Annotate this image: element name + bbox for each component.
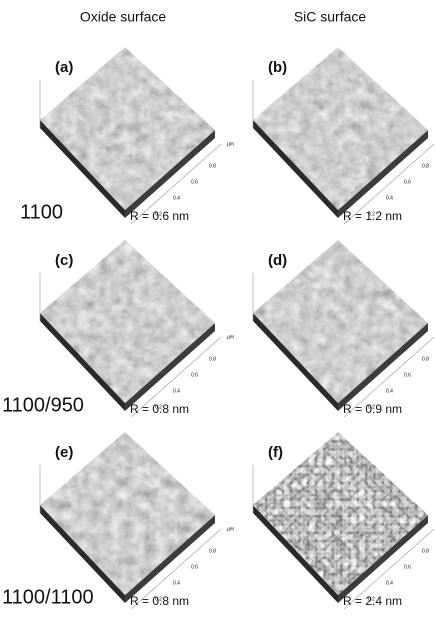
page: Oxide surface SiC surface 0.20.40.60.8µm…: [0, 0, 435, 631]
axis-tick-label: 0.8: [422, 356, 429, 362]
panel-label: (d): [268, 252, 287, 269]
panel-label: (f): [268, 444, 283, 461]
roughness: R = 0.6 nm: [130, 209, 189, 223]
axis-tick-label: 0.6: [404, 179, 411, 185]
axis-tick-label: 0.6: [191, 372, 198, 378]
axis-tick-label: 0.6: [404, 372, 411, 378]
roughness: R = 0.8 nm: [130, 594, 189, 608]
axis-tick-label: 0.6: [404, 564, 411, 570]
axis-tick-label: 0.4: [173, 195, 180, 201]
axis-tick-label: 0.4: [386, 388, 393, 394]
axis-tick-label: 0.4: [173, 580, 180, 586]
axis-unit: µm: [227, 141, 234, 147]
axis-tick-label: 0.8: [209, 548, 216, 554]
panel-label: (c): [55, 252, 73, 269]
axis-tick-label: 0.8: [209, 356, 216, 362]
panel-label: (a): [55, 59, 73, 76]
axis-tick-label: 0.8: [422, 163, 429, 169]
panel-label: (e): [55, 444, 73, 461]
axis-unit: µm: [227, 334, 234, 340]
roughness: R = 0.9 nm: [343, 402, 402, 416]
column-header: SiC surface: [294, 9, 367, 25]
axis-tick-label: 0.4: [386, 195, 393, 201]
panel-label: (b): [268, 59, 287, 76]
roughness: R = 0.8 nm: [130, 402, 189, 416]
axis-tick-label: 0.4: [173, 388, 180, 394]
figure: Oxide surface SiC surface 0.20.40.60.8µm…: [0, 0, 435, 631]
axis-tick-label: 0.6: [191, 564, 198, 570]
roughness: R = 2.4 nm: [343, 594, 402, 608]
axis-tick-label: 0.8: [422, 548, 429, 554]
axis-tick-label: 0.8: [209, 163, 216, 169]
axis-tick-label: 0.4: [386, 580, 393, 586]
row-label: 1100: [20, 201, 63, 223]
row-label: 1100/950: [2, 394, 84, 416]
roughness: R = 1.2 nm: [343, 209, 402, 223]
axis-tick-label: 0.6: [191, 179, 198, 185]
column-header: Oxide surface: [80, 9, 167, 25]
axis-unit: µm: [227, 526, 234, 532]
row-label: 1100/1100: [2, 586, 94, 608]
